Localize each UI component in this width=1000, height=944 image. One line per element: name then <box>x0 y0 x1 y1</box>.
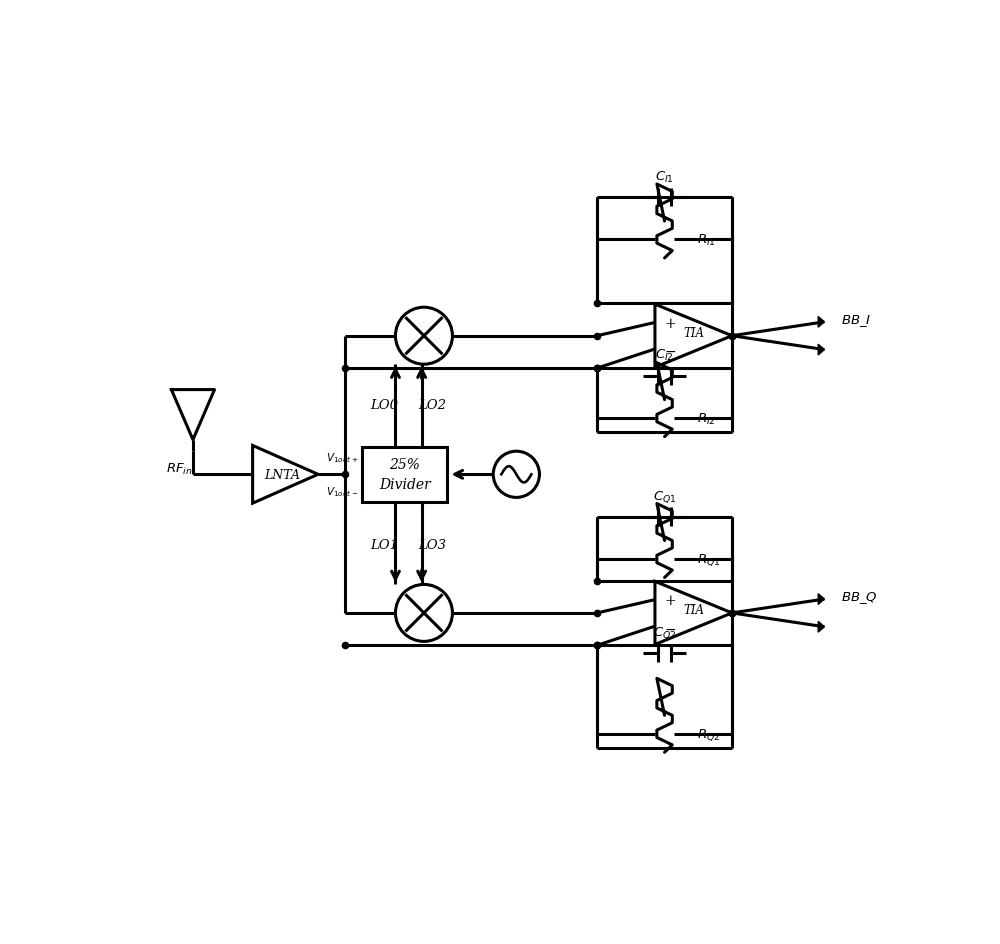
Text: $R_{Q1}$: $R_{Q1}$ <box>697 551 720 567</box>
Text: +: + <box>665 593 676 607</box>
Text: $BB\_Q$: $BB\_Q$ <box>841 590 878 606</box>
Text: $C_{I1}$: $C_{I1}$ <box>655 170 674 185</box>
Text: $C_{Q2}$: $C_{Q2}$ <box>653 625 676 640</box>
Text: TIA: TIA <box>683 327 704 340</box>
Text: $V_{1out+}$: $V_{1out+}$ <box>326 451 358 464</box>
Bar <box>362 447 447 502</box>
Text: $C_{I2}$: $C_{I2}$ <box>655 348 674 363</box>
Text: $RF_{in}$: $RF_{in}$ <box>166 461 192 476</box>
Text: LO3: LO3 <box>418 538 446 551</box>
Text: LNTA: LNTA <box>264 468 300 481</box>
Text: $R_{Q2}$: $R_{Q2}$ <box>697 726 720 742</box>
Text: LO1: LO1 <box>371 538 399 551</box>
Text: $BB\_I$: $BB\_I$ <box>841 313 872 329</box>
Text: LO0: LO0 <box>371 398 399 412</box>
Text: LO2: LO2 <box>418 398 446 412</box>
Text: +: + <box>665 316 676 330</box>
Text: $C_{Q1}$: $C_{Q1}$ <box>653 488 676 504</box>
Text: $-$: $-$ <box>664 621 676 635</box>
Text: $V_{1out-}$: $V_{1out-}$ <box>326 485 358 498</box>
Polygon shape <box>818 594 824 605</box>
Text: $-$: $-$ <box>664 344 676 358</box>
Polygon shape <box>818 317 824 328</box>
Text: Divider: Divider <box>379 478 431 492</box>
Text: 25%: 25% <box>389 458 420 472</box>
Text: $R_{I1}$: $R_{I1}$ <box>697 232 716 247</box>
Text: TIA: TIA <box>683 603 704 616</box>
Polygon shape <box>818 345 824 356</box>
Text: $R_{I2}$: $R_{I2}$ <box>697 411 716 426</box>
Polygon shape <box>818 622 824 632</box>
